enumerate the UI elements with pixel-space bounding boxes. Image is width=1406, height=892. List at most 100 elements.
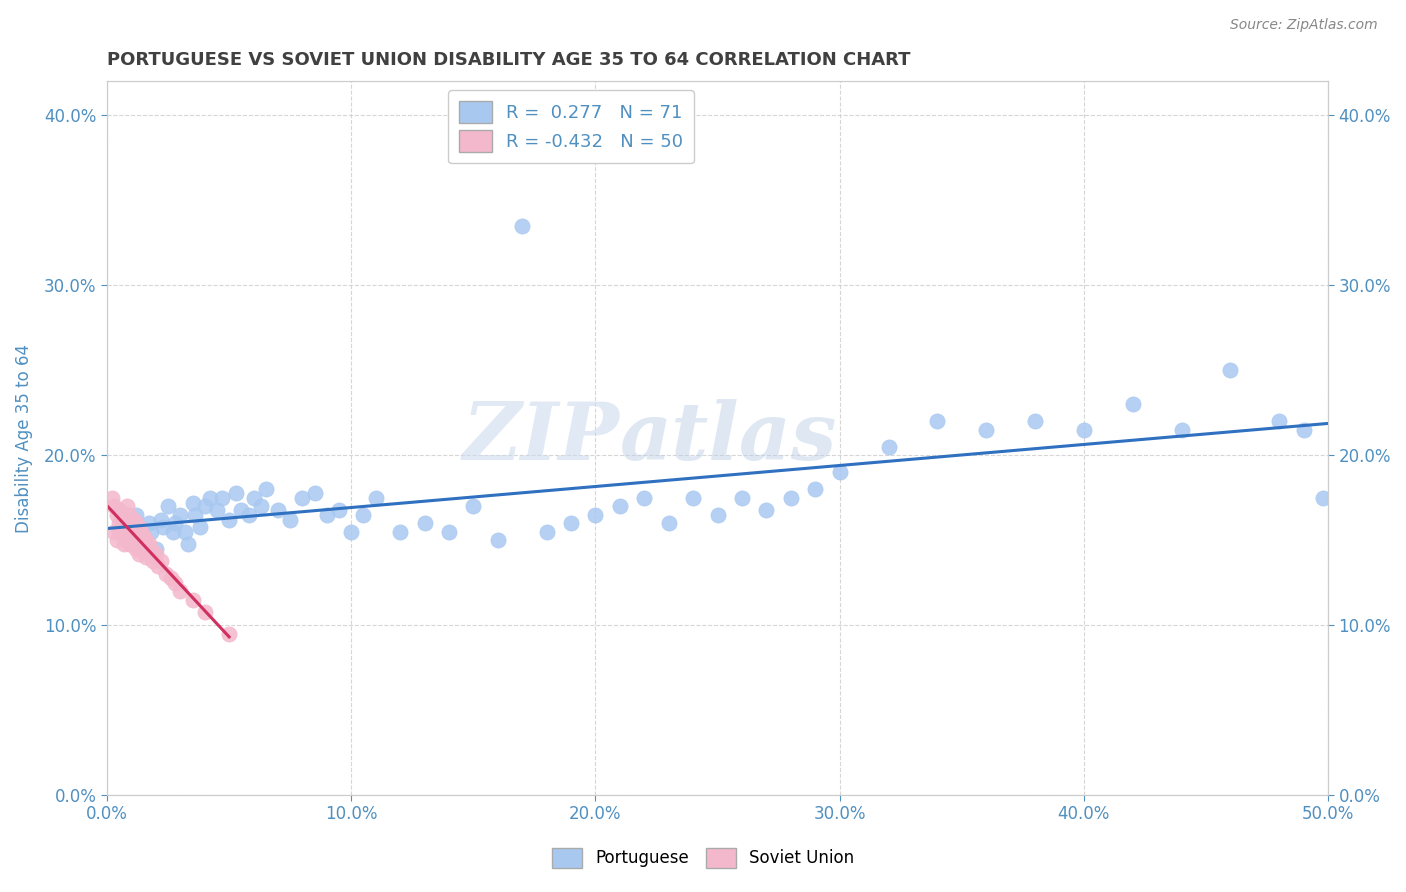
Point — [111, 513, 134, 527]
Point — [118, 519, 141, 533]
Point — [165, 575, 187, 590]
Point — [112, 536, 135, 550]
Point — [877, 440, 900, 454]
Point — [315, 508, 337, 522]
Point — [633, 491, 655, 505]
Point — [149, 513, 172, 527]
Point — [132, 541, 155, 556]
Point — [152, 519, 174, 533]
Point — [218, 513, 240, 527]
Point — [108, 524, 131, 539]
Point — [211, 491, 233, 505]
Point — [225, 485, 247, 500]
Point — [101, 491, 124, 505]
Point — [1122, 397, 1144, 411]
Point — [118, 508, 141, 522]
Point — [120, 524, 142, 539]
Point — [129, 524, 152, 539]
Point — [218, 626, 240, 640]
Point — [145, 541, 167, 556]
Point — [755, 502, 778, 516]
Point — [1170, 423, 1192, 437]
Point — [159, 570, 181, 584]
Point — [169, 508, 191, 522]
Point — [340, 524, 363, 539]
Point — [129, 536, 152, 550]
Point — [115, 524, 138, 539]
Point — [105, 508, 128, 522]
Point — [128, 519, 150, 533]
Point — [115, 513, 138, 527]
Point — [112, 524, 135, 539]
Point — [242, 491, 264, 505]
Point — [927, 414, 949, 428]
Point — [194, 499, 217, 513]
Point — [974, 423, 997, 437]
Point — [250, 499, 273, 513]
Point — [176, 536, 198, 550]
Point — [128, 547, 150, 561]
Point — [135, 533, 157, 548]
Text: Source: ZipAtlas.com: Source: ZipAtlas.com — [1230, 18, 1378, 32]
Point — [828, 465, 851, 479]
Point — [122, 524, 145, 539]
Point — [291, 491, 314, 505]
Point — [184, 508, 207, 522]
Point — [115, 499, 138, 513]
Point — [139, 541, 162, 556]
Point — [132, 533, 155, 548]
Point — [122, 513, 145, 527]
Point — [1292, 423, 1315, 437]
Point — [103, 524, 125, 539]
Point — [155, 567, 177, 582]
Point — [115, 533, 138, 548]
Point — [149, 553, 172, 567]
Point — [278, 513, 301, 527]
Point — [148, 558, 170, 573]
Point — [364, 491, 387, 505]
Point — [112, 508, 135, 522]
Point — [706, 508, 728, 522]
Point — [135, 550, 157, 565]
Point — [108, 502, 131, 516]
Point — [389, 524, 412, 539]
Point — [120, 536, 142, 550]
Point — [536, 524, 558, 539]
Point — [118, 536, 141, 550]
Point — [125, 516, 148, 531]
Text: PORTUGUESE VS SOVIET UNION DISABILITY AGE 35 TO 64 CORRELATION CHART: PORTUGUESE VS SOVIET UNION DISABILITY AG… — [107, 51, 911, 69]
Point — [1219, 363, 1241, 377]
Point — [585, 508, 607, 522]
Point — [560, 516, 582, 531]
Point — [1312, 491, 1334, 505]
Point — [413, 516, 436, 531]
Point — [128, 524, 150, 539]
Point — [145, 547, 167, 561]
Point — [188, 519, 211, 533]
Point — [125, 533, 148, 548]
Point — [731, 491, 754, 505]
Point — [108, 516, 131, 531]
Point — [1024, 414, 1046, 428]
Point — [108, 524, 131, 539]
Point — [510, 219, 533, 233]
Point — [138, 536, 160, 550]
Point — [682, 491, 704, 505]
Point — [194, 605, 217, 619]
Point — [352, 508, 374, 522]
Point — [162, 524, 184, 539]
Legend: Portuguese, Soviet Union: Portuguese, Soviet Union — [546, 841, 860, 875]
Point — [231, 502, 253, 516]
Point — [254, 482, 277, 496]
Point — [174, 524, 197, 539]
Point — [181, 496, 204, 510]
Point — [103, 499, 125, 513]
Point — [486, 533, 509, 548]
Point — [804, 482, 827, 496]
Point — [609, 499, 631, 513]
Point — [120, 513, 142, 527]
Point — [132, 530, 155, 544]
Point — [238, 508, 260, 522]
Point — [1268, 414, 1291, 428]
Text: ZIP: ZIP — [463, 400, 620, 477]
